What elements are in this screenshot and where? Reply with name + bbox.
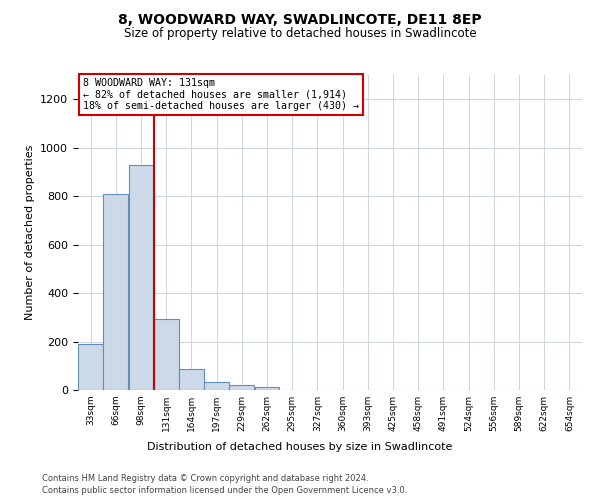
Text: Size of property relative to detached houses in Swadlincote: Size of property relative to detached ho… — [124, 28, 476, 40]
Bar — [179, 368, 204, 390]
Text: Contains HM Land Registry data © Crown copyright and database right 2024.: Contains HM Land Registry data © Crown c… — [42, 474, 368, 483]
Text: 8, WOODWARD WAY, SWADLINCOTE, DE11 8EP: 8, WOODWARD WAY, SWADLINCOTE, DE11 8EP — [118, 12, 482, 26]
Y-axis label: Number of detached properties: Number of detached properties — [25, 145, 35, 320]
Bar — [204, 382, 229, 390]
Bar — [103, 194, 128, 390]
Text: Contains public sector information licensed under the Open Government Licence v3: Contains public sector information licen… — [42, 486, 407, 495]
Bar — [154, 318, 179, 390]
Text: Distribution of detached houses by size in Swadlincote: Distribution of detached houses by size … — [148, 442, 452, 452]
Bar — [229, 385, 254, 390]
Bar — [128, 164, 154, 390]
Bar — [254, 386, 280, 390]
Bar — [78, 344, 103, 390]
Text: 8 WOODWARD WAY: 131sqm
← 82% of detached houses are smaller (1,914)
18% of semi-: 8 WOODWARD WAY: 131sqm ← 82% of detached… — [83, 78, 359, 112]
